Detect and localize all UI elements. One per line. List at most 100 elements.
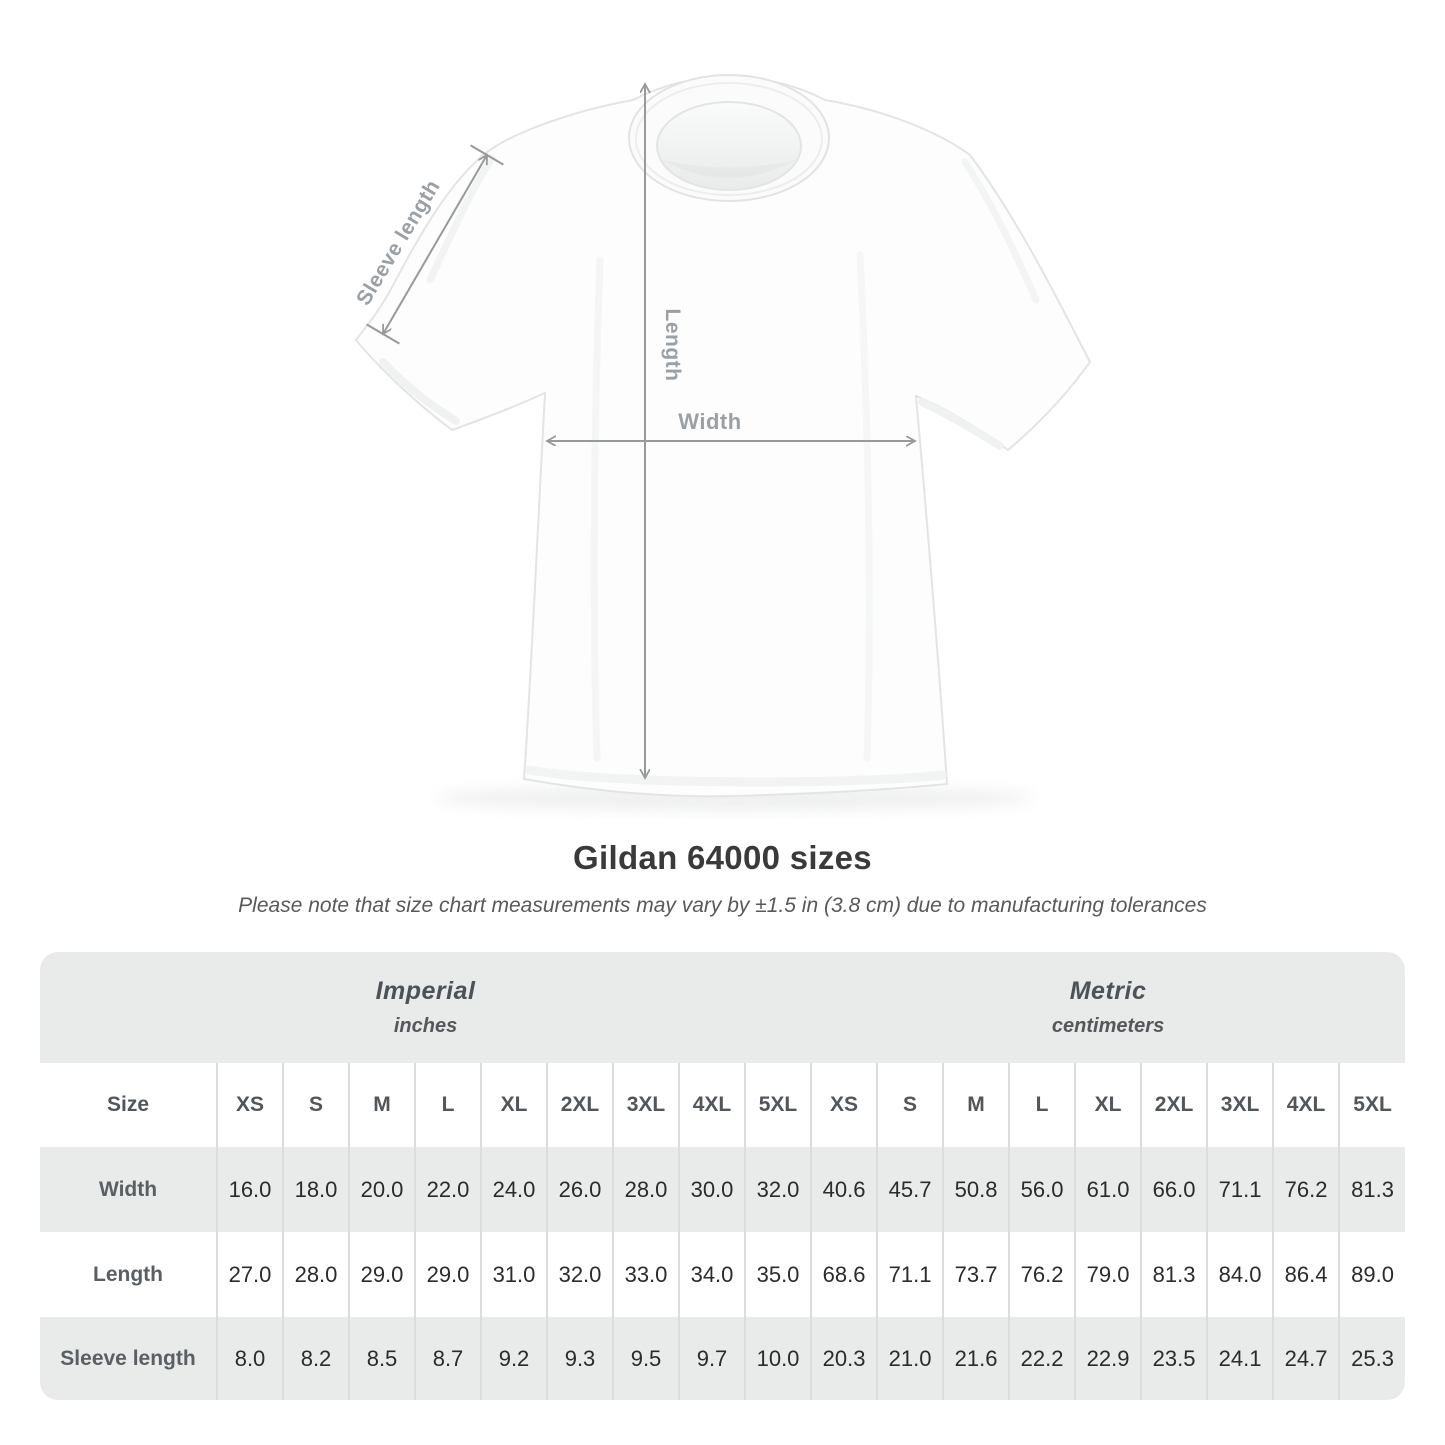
- col-header-metric-4xl: 4XL: [1272, 1063, 1340, 1147]
- col-header-imperial-4xl: 4XL: [678, 1063, 745, 1147]
- value-cell: 34.0: [678, 1232, 745, 1317]
- value-cell: 29.0: [414, 1232, 481, 1317]
- row-label-width: Width: [40, 1147, 217, 1232]
- value-cell: 22.0: [414, 1147, 481, 1232]
- sleeve-length-arrow: [383, 155, 487, 334]
- size-header-row: Size XS S M L XL 2XL 3XL 4XL 5XL XS S M …: [40, 1063, 1405, 1147]
- value-cell: 18.0: [282, 1147, 349, 1232]
- value-cell: 28.0: [282, 1232, 349, 1317]
- value-cell: 35.0: [743, 1232, 812, 1317]
- value-cell: 22.2: [1008, 1317, 1076, 1400]
- col-header-imperial-l: L: [414, 1063, 481, 1147]
- value-cell: 71.1: [876, 1232, 944, 1317]
- value-cell: 9.3: [546, 1317, 613, 1400]
- value-cell: 21.0: [876, 1317, 944, 1400]
- value-cell: 45.7: [876, 1147, 944, 1232]
- col-header-metric-2xl: 2XL: [1140, 1063, 1208, 1147]
- col-header-imperial-xl: XL: [480, 1063, 547, 1147]
- col-header-imperial-m: M: [348, 1063, 415, 1147]
- value-cell: 89.0: [1338, 1232, 1405, 1317]
- metric-unit: centimeters: [1051, 1015, 1165, 1037]
- value-cell: 32.0: [743, 1147, 812, 1232]
- measurement-arrows: [366, 84, 915, 778]
- value-cell: 22.9: [1074, 1317, 1142, 1400]
- tshirt-collar: [628, 74, 830, 202]
- value-cell: 40.6: [810, 1147, 878, 1232]
- value-cell: 25.3: [1338, 1317, 1405, 1400]
- value-cell: 33.0: [612, 1232, 679, 1317]
- size-table: Imperial inches Metric centimeters Size …: [40, 952, 1405, 1400]
- value-cell: 50.8: [942, 1147, 1010, 1232]
- width-row: Width 16.0 18.0 20.0 22.0 24.0 26.0 28.0…: [40, 1147, 1405, 1232]
- value-cell: 24.1: [1206, 1317, 1274, 1400]
- unit-group-header-row: Imperial inches Metric centimeters: [40, 952, 1405, 1063]
- shirt-drop-shadow: [435, 785, 1035, 811]
- col-header-imperial-5xl: 5XL: [743, 1063, 812, 1147]
- row-label-length: Length: [40, 1232, 217, 1317]
- value-cell: 28.0: [612, 1147, 679, 1232]
- col-header-metric-xl: XL: [1074, 1063, 1142, 1147]
- value-cell: 16.0: [216, 1147, 283, 1232]
- value-cell: 81.3: [1140, 1232, 1208, 1317]
- value-cell: 84.0: [1206, 1232, 1274, 1317]
- page-title: Gildan 64000 sizes: [573, 839, 872, 876]
- sleeve-length-row: Sleeve length 8.0 8.2 8.5 8.7 9.2 9.3 9.…: [40, 1317, 1405, 1400]
- length-label: Length: [661, 309, 684, 382]
- value-cell: 30.0: [678, 1147, 745, 1232]
- col-header-metric-l: L: [1008, 1063, 1076, 1147]
- value-cell: 76.2: [1272, 1147, 1340, 1232]
- length-row: Length 27.0 28.0 29.0 29.0 31.0 32.0 33.…: [40, 1232, 1405, 1317]
- value-cell: 24.0: [480, 1147, 547, 1232]
- col-header-metric-xs: XS: [810, 1063, 878, 1147]
- col-header-imperial-2xl: 2XL: [546, 1063, 613, 1147]
- value-cell: 20.3: [810, 1317, 878, 1400]
- value-cell: 27.0: [216, 1232, 283, 1317]
- col-header-imperial-3xl: 3XL: [612, 1063, 679, 1147]
- value-cell: 68.6: [810, 1232, 878, 1317]
- value-cell: 86.4: [1272, 1232, 1340, 1317]
- value-cell: 79.0: [1074, 1232, 1142, 1317]
- imperial-group-header: Imperial inches: [40, 952, 812, 1063]
- size-column-label: Size: [40, 1063, 217, 1147]
- size-table-grid: Imperial inches Metric centimeters Size …: [40, 952, 1405, 1400]
- col-header-metric-3xl: 3XL: [1206, 1063, 1274, 1147]
- value-cell: 8.0: [216, 1317, 283, 1400]
- tolerance-note: Please note that size chart measurements…: [238, 894, 1207, 917]
- value-cell: 8.7: [414, 1317, 481, 1400]
- col-header-imperial-s: S: [282, 1063, 349, 1147]
- value-cell: 32.0: [546, 1232, 613, 1317]
- col-header-metric-5xl: 5XL: [1338, 1063, 1405, 1147]
- value-cell: 9.7: [678, 1317, 745, 1400]
- tshirt-measurement-diagram: Sleeve length Length Width: [352, 74, 1092, 811]
- sleeve-arrow-end-tick: [366, 323, 400, 345]
- value-cell: 66.0: [1140, 1147, 1208, 1232]
- value-cell: 23.5: [1140, 1317, 1208, 1400]
- value-cell: 8.5: [348, 1317, 415, 1400]
- value-cell: 31.0: [480, 1232, 547, 1317]
- value-cell: 61.0: [1074, 1147, 1142, 1232]
- value-cell: 10.0: [743, 1317, 812, 1400]
- value-cell: 29.0: [348, 1232, 415, 1317]
- width-label: Width: [678, 409, 741, 434]
- value-cell: 20.0: [348, 1147, 415, 1232]
- value-cell: 26.0: [546, 1147, 613, 1232]
- value-cell: 81.3: [1338, 1147, 1405, 1232]
- value-cell: 9.2: [480, 1317, 547, 1400]
- imperial-label: Imperial: [375, 977, 476, 1005]
- value-cell: 56.0: [1008, 1147, 1076, 1232]
- value-cell: 8.2: [282, 1317, 349, 1400]
- value-cell: 73.7: [942, 1232, 1010, 1317]
- sleeve-arrow-end-tick: [470, 144, 504, 166]
- col-header-metric-m: M: [942, 1063, 1010, 1147]
- metric-group-header: Metric centimeters: [811, 952, 1405, 1063]
- value-cell: 24.7: [1272, 1317, 1340, 1400]
- row-label-sleeve-length: Sleeve length: [40, 1317, 217, 1400]
- value-cell: 76.2: [1008, 1232, 1076, 1317]
- value-cell: 9.5: [612, 1317, 679, 1400]
- value-cell: 71.1: [1206, 1147, 1274, 1232]
- col-header-imperial-xs: XS: [216, 1063, 283, 1147]
- col-header-metric-s: S: [876, 1063, 944, 1147]
- imperial-unit: inches: [393, 1015, 458, 1037]
- metric-label: Metric: [1069, 977, 1147, 1005]
